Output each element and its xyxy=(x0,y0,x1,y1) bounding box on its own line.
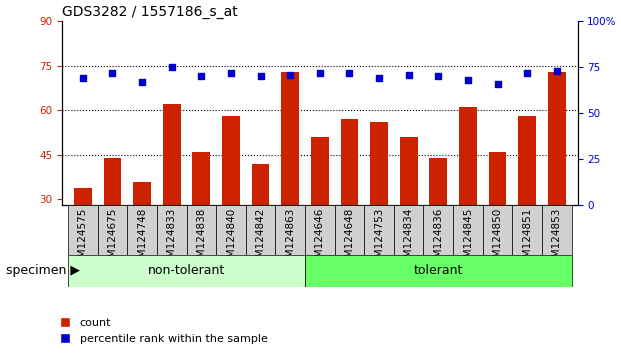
Text: GSM124646: GSM124646 xyxy=(315,208,325,271)
Bar xyxy=(186,205,216,255)
Bar xyxy=(68,255,305,287)
Text: GSM124834: GSM124834 xyxy=(404,208,414,271)
Point xyxy=(374,75,384,81)
Bar xyxy=(74,188,92,289)
Text: GSM124753: GSM124753 xyxy=(374,208,384,271)
Bar xyxy=(216,205,246,255)
Point xyxy=(433,74,443,79)
Bar xyxy=(512,205,542,255)
Bar xyxy=(453,205,483,255)
Point xyxy=(522,70,532,76)
Text: tolerant: tolerant xyxy=(414,264,463,277)
Text: GSM124845: GSM124845 xyxy=(463,208,473,271)
Text: GSM124850: GSM124850 xyxy=(492,208,502,271)
Point xyxy=(404,72,414,78)
Point xyxy=(315,70,325,76)
Bar xyxy=(97,205,127,255)
Point xyxy=(107,70,117,76)
Point xyxy=(285,72,295,78)
Point xyxy=(226,70,236,76)
Text: GSM124851: GSM124851 xyxy=(522,208,532,271)
Bar xyxy=(311,137,329,289)
Text: GSM124575: GSM124575 xyxy=(78,208,88,271)
Point xyxy=(492,81,502,87)
Text: GSM124836: GSM124836 xyxy=(433,208,443,271)
Bar xyxy=(400,137,417,289)
Bar xyxy=(489,152,507,289)
Bar xyxy=(222,116,240,289)
Bar xyxy=(163,104,181,289)
Bar xyxy=(305,255,571,287)
Bar xyxy=(370,122,388,289)
Bar xyxy=(519,116,536,289)
Bar xyxy=(104,158,121,289)
Bar xyxy=(548,72,566,289)
Bar xyxy=(424,205,453,255)
Bar xyxy=(340,119,358,289)
Point xyxy=(78,75,88,81)
Point xyxy=(196,74,206,79)
Text: GSM124863: GSM124863 xyxy=(285,208,295,271)
Bar xyxy=(542,205,571,255)
Text: GSM124648: GSM124648 xyxy=(345,208,355,271)
Text: GSM124853: GSM124853 xyxy=(552,208,562,271)
Bar xyxy=(365,205,394,255)
Legend: count, percentile rank within the sample: count, percentile rank within the sample xyxy=(55,314,272,348)
Bar xyxy=(429,158,447,289)
Bar xyxy=(335,205,365,255)
Bar xyxy=(275,205,305,255)
Point xyxy=(552,68,562,74)
Point xyxy=(345,70,355,76)
Bar xyxy=(459,107,477,289)
Bar xyxy=(394,205,424,255)
Text: GSM124833: GSM124833 xyxy=(166,208,177,271)
Bar xyxy=(246,205,275,255)
Bar xyxy=(483,205,512,255)
Bar xyxy=(157,205,186,255)
Text: GSM124838: GSM124838 xyxy=(196,208,206,271)
Text: specimen ▶: specimen ▶ xyxy=(6,264,80,277)
Bar xyxy=(133,182,151,289)
Bar xyxy=(305,205,335,255)
Point xyxy=(463,77,473,83)
Point xyxy=(137,79,147,85)
Point xyxy=(256,74,266,79)
Text: non-tolerant: non-tolerant xyxy=(148,264,225,277)
Bar xyxy=(281,72,299,289)
Text: GSM124748: GSM124748 xyxy=(137,208,147,271)
Bar xyxy=(193,152,211,289)
Bar xyxy=(252,164,270,289)
Text: GSM124840: GSM124840 xyxy=(226,208,236,271)
Text: GSM124842: GSM124842 xyxy=(256,208,266,271)
Point xyxy=(166,64,176,70)
Bar xyxy=(68,205,97,255)
Text: GDS3282 / 1557186_s_at: GDS3282 / 1557186_s_at xyxy=(62,5,238,19)
Bar xyxy=(127,205,157,255)
Text: GSM124675: GSM124675 xyxy=(107,208,117,271)
